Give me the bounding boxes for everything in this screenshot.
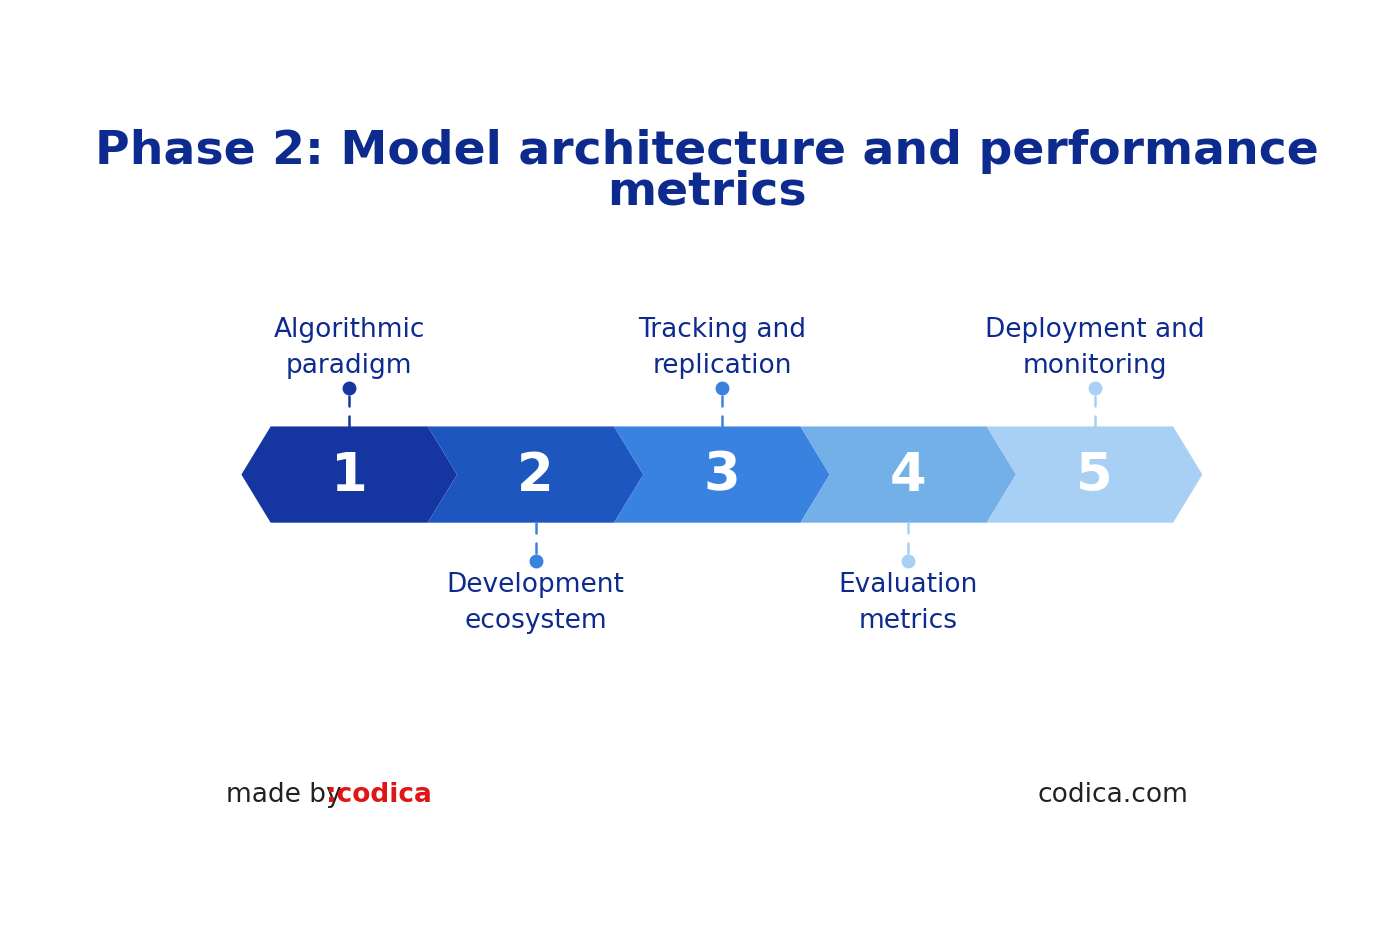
- Polygon shape: [987, 427, 1202, 523]
- Text: 5: 5: [1076, 449, 1112, 501]
- Text: 4: 4: [890, 449, 926, 501]
- Polygon shape: [614, 427, 829, 523]
- Text: Development
ecosystem: Development ecosystem: [447, 572, 625, 633]
- Text: Deployment and
monitoring: Deployment and monitoring: [985, 317, 1205, 378]
- Text: Algorithmic
paradigm: Algorithmic paradigm: [273, 317, 425, 378]
- Text: 1: 1: [331, 449, 367, 501]
- Text: :codica: :codica: [326, 781, 432, 807]
- Text: Tracking and
replication: Tracking and replication: [638, 317, 806, 378]
- Text: Evaluation
metrics: Evaluation metrics: [839, 572, 978, 633]
- Text: codica.com: codica.com: [1038, 781, 1188, 807]
- Text: Phase 2: Model architecture and performance: Phase 2: Model architecture and performa…: [95, 129, 1319, 174]
- Text: metrics: metrics: [607, 170, 807, 215]
- Polygon shape: [428, 427, 643, 523]
- Text: 3: 3: [704, 449, 740, 501]
- Polygon shape: [241, 427, 457, 523]
- Text: made by: made by: [226, 781, 342, 807]
- Polygon shape: [800, 427, 1016, 523]
- Text: 2: 2: [518, 449, 553, 501]
